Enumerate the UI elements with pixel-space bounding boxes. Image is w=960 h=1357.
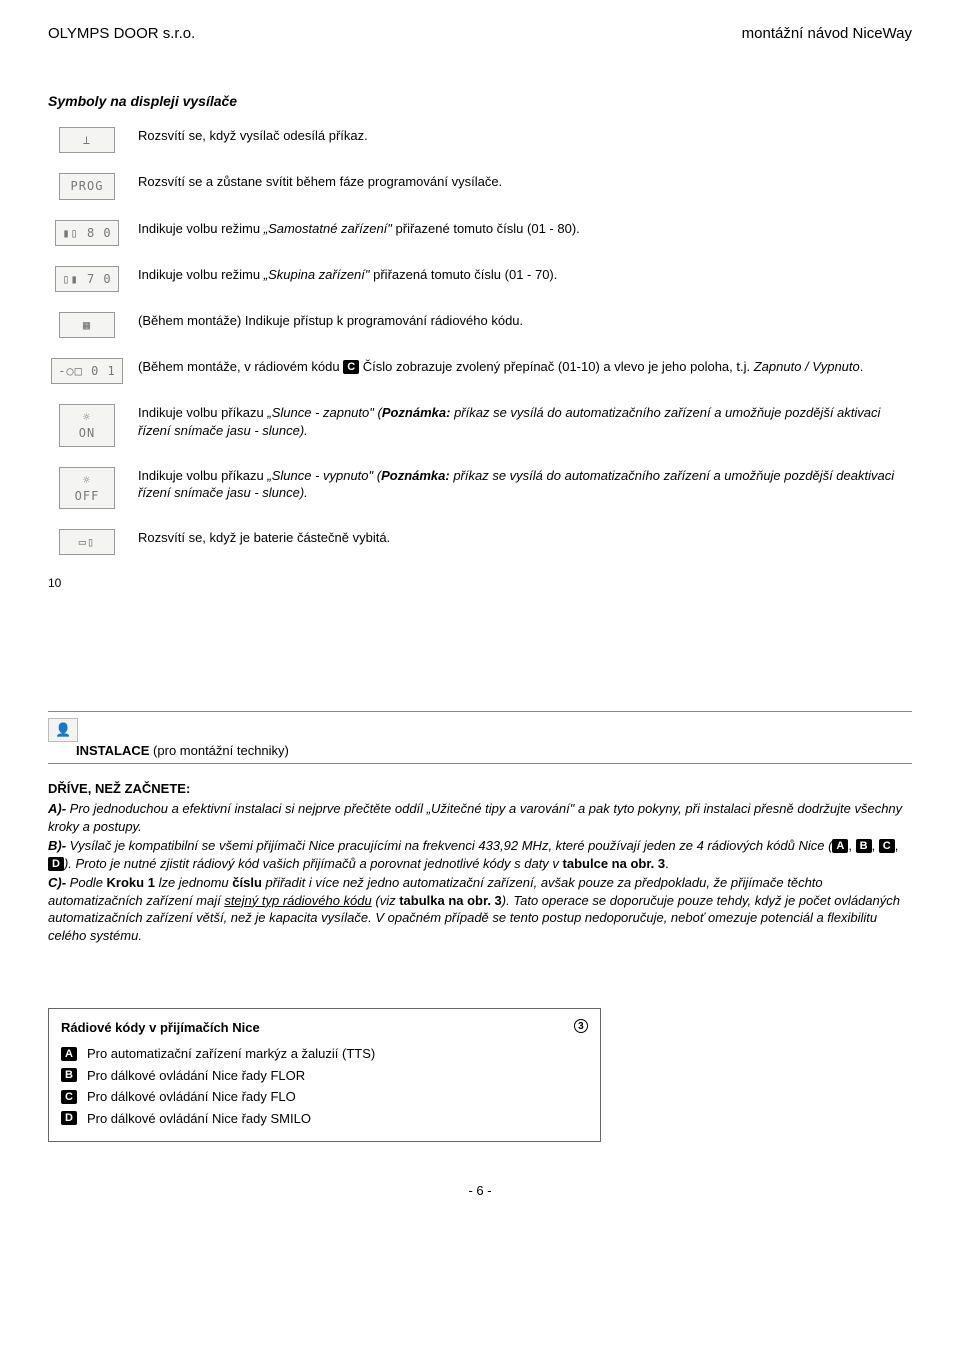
radio-label: Pro dálkové ovládání Nice řady SMILO [87, 1110, 311, 1128]
symbol-description: Indikuje volbu příkazu „Slunce - vypnuto… [138, 467, 912, 502]
page-footer: - 6 - [48, 1182, 912, 1200]
circle-number: 3 [574, 1019, 588, 1033]
radio-row: A Pro automatizační zařízení markýz a žal… [61, 1045, 588, 1063]
battery-icon: ▭▯ [48, 529, 126, 555]
radio-label: Pro dálkové ovládání Nice řady FLOR [87, 1067, 305, 1085]
technician-icon: 👤 [48, 718, 78, 742]
symbols-title: Symboly na displeji vysílače [48, 92, 912, 111]
symbol-row: ▮▯ 8 0 Indikuje volbu režimu „Samostatné … [48, 220, 912, 246]
installation-a: A)- Pro jednoduchou a efektivní instalac… [48, 800, 912, 835]
radio-code-c: C [61, 1090, 77, 1104]
symbol-row: ▯▮ 7 0 Indikuje volbu režimu „Skupina zař… [48, 266, 912, 292]
installation-heading: INSTALACE [76, 743, 149, 758]
num-70-icon: ▯▮ 7 0 [48, 266, 126, 292]
radio-label: Pro dálkové ovládání Nice řady FLO [87, 1088, 296, 1106]
code-badge-a: A [832, 839, 848, 853]
radio-code-d: D [61, 1111, 77, 1125]
symbol-row: PROG Rozsvítí se a zůstane svítit během f… [48, 173, 912, 199]
radio-row: D Pro dálkové ovládání Nice řady SMILO [61, 1110, 588, 1128]
symbol-row: ▭▯ Rozsvítí se, když je baterie částečně … [48, 529, 912, 555]
installation-body: DŘÍVE, NEŽ ZAČNETE: A)- Pro jednoduchou … [48, 780, 912, 944]
symbol-description: Rozsvítí se, když vysílač odesílá příkaz… [138, 127, 912, 145]
installation-box: 👤 INSTALACE (pro montážní techniky) [48, 711, 912, 764]
radio-codes-table: Rádiové kódy v přijímačích Nice 3 A Pro a… [48, 1008, 601, 1142]
page-header: OLYMPS DOOR s.r.o. montážní návod NiceWa… [48, 24, 912, 44]
radio-table-title: Rádiové kódy v přijímačích Nice [61, 1019, 574, 1037]
symbol-row: ☼OFF Indikuje volbu příkazu „Slunce - vyp… [48, 467, 912, 509]
antenna-icon: ⟂ [48, 127, 126, 153]
prog-icon: PROG [48, 173, 126, 199]
code-badge-c: C [879, 839, 895, 853]
symbol-row: ⟂ Rozsvítí se, když vysílač odesílá příka… [48, 127, 912, 153]
symbol-description: (Během montáže, v rádiovém kódu C Číslo … [138, 358, 912, 376]
installation-heading-suffix: (pro montážní techniky) [149, 743, 288, 758]
installation-subhead: DŘÍVE, NEŽ ZAČNETE: [48, 780, 912, 798]
radio-code-b: B [61, 1068, 77, 1082]
radio-code-a: A [61, 1047, 77, 1061]
grid-icon: ▦ [48, 312, 126, 338]
side-number: 10 [48, 575, 912, 591]
code-badge-b: B [856, 839, 872, 853]
symbol-description: Rozsvítí se a zůstane svítit během fáze … [138, 173, 912, 191]
sun-on-icon: ☼ON [48, 404, 126, 446]
installation-c: C)- Podle Kroku 1 lze jednomu číslu přiř… [48, 874, 912, 944]
radio-row: C Pro dálkové ovládání Nice řady FLO [61, 1088, 588, 1106]
symbol-description: Indikuje volbu režimu „Skupina zařízení"… [138, 266, 912, 284]
num-80-icon: ▮▯ 8 0 [48, 220, 126, 246]
code-01-icon: -○□ 0 1 [48, 358, 126, 384]
symbol-description: Rozsvítí se, když je baterie částečně vy… [138, 529, 912, 547]
symbol-description: Indikuje volbu příkazu „Slunce - zapnuto… [138, 404, 912, 439]
sun-off-icon: ☼OFF [48, 467, 126, 509]
installation-b: B)- Vysílač je kompatibilní se všemi při… [48, 837, 912, 872]
symbols-list: ⟂ Rozsvítí se, když vysílač odesílá příka… [48, 127, 912, 591]
symbol-description: Indikuje volbu režimu „Samostatné zaříze… [138, 220, 912, 238]
symbol-row: -○□ 0 1 (Během montáže, v rádiovém kódu C… [48, 358, 912, 384]
header-left: OLYMPS DOOR s.r.o. [48, 24, 195, 44]
radio-label: Pro automatizační zařízení markýz a žalu… [87, 1045, 375, 1063]
symbol-row: ▦ (Během montáže) Indikuje přístup k prog… [48, 312, 912, 338]
radio-row: B Pro dálkové ovládání Nice řady FLOR [61, 1067, 588, 1085]
symbol-description: (Během montáže) Indikuje přístup k progr… [138, 312, 912, 330]
symbol-row: ☼ON Indikuje volbu příkazu „Slunce - zapn… [48, 404, 912, 446]
code-badge-d: D [48, 857, 64, 871]
header-right: montážní návod NiceWay [742, 24, 912, 44]
